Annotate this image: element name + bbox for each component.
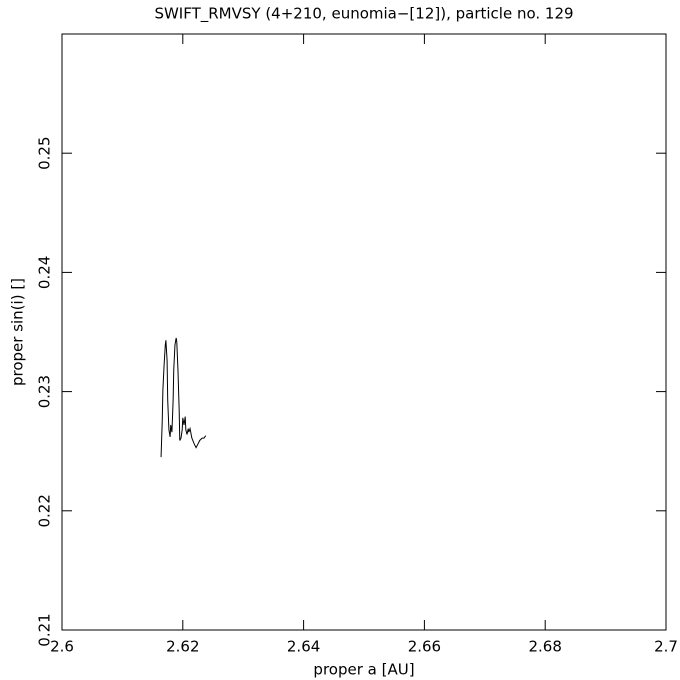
x-tick-label: 2.68 [528, 638, 561, 656]
plot-frame [61, 33, 667, 631]
x-tick-label: 2.6 [50, 638, 74, 656]
y-tick-label: 0.23 [36, 375, 54, 408]
x-tick-label: 2.64 [287, 638, 320, 656]
trajectory-line [160, 337, 207, 458]
y-tick-label: 0.22 [36, 494, 54, 527]
chart-title: SWIFT_RMVSY (4+210, eunomia−[12]), parti… [154, 5, 573, 24]
y-axis-label: proper sin(i) [] [9, 278, 27, 386]
y-tick-label: 0.24 [36, 256, 54, 289]
x-tick-label: 2.66 [408, 638, 441, 656]
x-tick-label: 2.62 [166, 638, 199, 656]
x-tick-label: 2.7 [654, 638, 678, 656]
y-tick-label: 0.25 [36, 136, 54, 169]
y-tick-label: 0.21 [36, 613, 54, 646]
x-axis-label: proper a [AU] [313, 661, 414, 679]
